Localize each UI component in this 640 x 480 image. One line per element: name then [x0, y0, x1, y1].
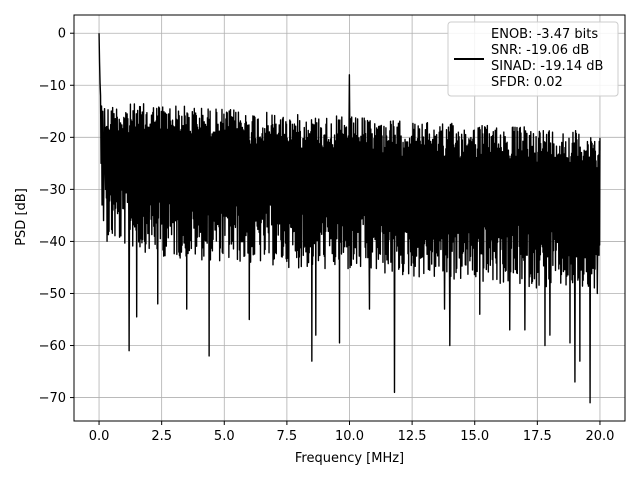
- y-tick-label: −30: [39, 183, 66, 198]
- legend-line: SNR: -19.06 dB: [491, 43, 589, 58]
- y-tick-label: −70: [39, 391, 66, 406]
- legend-line: SINAD: -19.14 dB: [491, 59, 603, 74]
- y-tick-label: 0: [58, 27, 66, 42]
- y-tick-label: −40: [39, 235, 66, 250]
- x-axis-title: Frequency [MHz]: [295, 451, 404, 466]
- y-axis-title: PSD [dB]: [14, 188, 29, 246]
- legend: ENOB: -3.47 bits SNR: -19.06 dB SINAD: -19…: [447, 21, 619, 97]
- x-tick-label: 10.0: [335, 429, 364, 444]
- x-tick-label: 15.0: [460, 429, 489, 444]
- y-axis: 0 −10 −20 −30 −40 −50 −60 −70: [39, 27, 74, 406]
- series-psd: [98, 33, 601, 404]
- x-tick-label: 7.5: [277, 429, 298, 444]
- x-tick-label: 2.5: [151, 429, 172, 444]
- legend-box: [447, 21, 619, 97]
- y-tick-label: −50: [39, 287, 66, 302]
- x-axis: 0.0 2.5 5.0 7.5 10.0 12.5 15.0 17.5 20.0: [89, 421, 614, 444]
- x-tick-label: 20.0: [585, 429, 614, 444]
- x-tick-label: 0.0: [89, 429, 110, 444]
- y-tick-label: −60: [39, 339, 66, 354]
- x-tick-label: 12.5: [398, 429, 427, 444]
- legend-line: ENOB: -3.47 bits: [491, 27, 598, 42]
- x-tick-label: 17.5: [523, 429, 552, 444]
- y-tick-label: −10: [39, 79, 66, 94]
- x-tick-label: 5.0: [214, 429, 235, 444]
- legend-line: SFDR: 0.02: [491, 75, 563, 90]
- psd-series-line: [98, 33, 601, 404]
- y-tick-label: −20: [39, 131, 66, 146]
- legend-label-stats: ENOB: -3.47 bits SNR: -19.06 dB SINAD: -19…: [491, 27, 603, 90]
